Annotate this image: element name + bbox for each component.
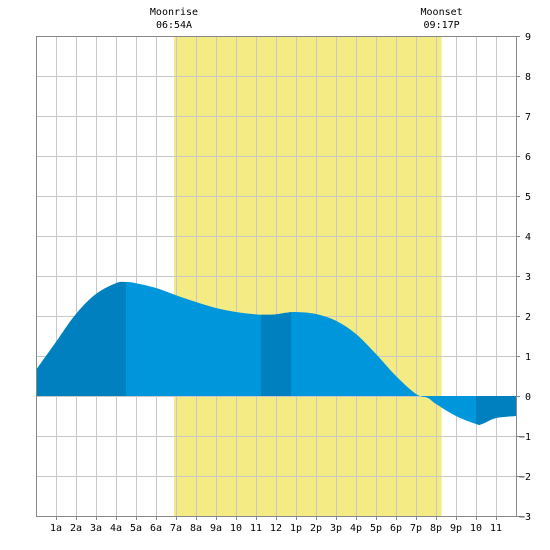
x-tick-label: 7p (410, 523, 422, 534)
annotation-layer: Moonrise 06:54A Moonset 09:17P (150, 7, 463, 31)
x-tick-label: 3p (330, 523, 342, 534)
x-tick-label: 7a (170, 523, 182, 534)
x-tick-label: 5p (370, 523, 382, 534)
x-tick-label: 3a (90, 523, 102, 534)
x-tick-label: 2p (310, 523, 322, 534)
moon-event-title: Moonset (421, 7, 463, 18)
y-tick-label: 9 (525, 32, 531, 43)
y-tick-label: 6 (525, 152, 531, 163)
y-tick-label: 7 (525, 112, 531, 123)
axis-layer: 1a 2a 3a 4a 5a 6a 7a 8a 9a 10 11 12 1p 2p 3p 4p 5p 6p 7p 8p… (36, 32, 531, 534)
y-tick-label: 5 (525, 192, 531, 203)
x-tick-label: 2a (70, 523, 82, 534)
x-tick-label: 10 (230, 523, 242, 534)
y-tick-label: 8 (525, 72, 531, 83)
x-tick-label: 4a (110, 523, 122, 534)
moon-event-time: 09:17P (424, 20, 460, 31)
x-tick-label: 8p (430, 523, 442, 534)
y-tick-label: 1 (525, 352, 531, 363)
moon-event-title: Moonrise (150, 7, 198, 18)
x-tick-label: 9p (450, 523, 462, 534)
y-tick-label: 3 (525, 272, 531, 283)
x-tick-label: 9a (210, 523, 222, 534)
y-tick-label: 2 (525, 312, 531, 323)
x-tick-label: 1p (290, 523, 302, 534)
y-tick-label: −3 (519, 512, 531, 523)
x-tick-label: 4p (350, 523, 362, 534)
x-tick-label: 10 (470, 523, 482, 534)
x-tick-label: 1a (50, 523, 62, 534)
x-tick-label: 12 (270, 523, 282, 534)
grid-layer (36, 36, 516, 516)
x-tick-label: 11 (490, 523, 502, 534)
x-tick-label: 6a (150, 523, 162, 534)
y-tick-label: 0 (525, 392, 531, 403)
moon-event-time: 06:54A (156, 20, 192, 31)
x-tick-label: 6p (390, 523, 402, 534)
y-tick-label: 4 (525, 232, 531, 243)
x-tick-label: 5a (130, 523, 142, 534)
x-tick-label: 8a (190, 523, 202, 534)
y-tick-label: −2 (519, 472, 531, 483)
x-tick-label: 11 (250, 523, 262, 534)
y-tick-label: −1 (519, 432, 531, 443)
